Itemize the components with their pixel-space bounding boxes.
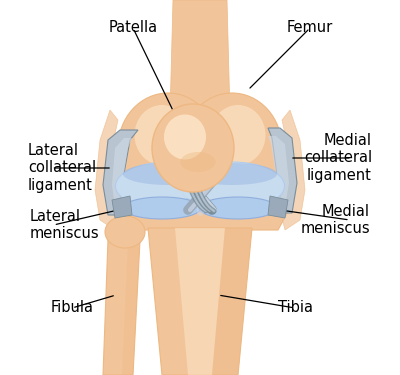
Ellipse shape <box>188 119 212 137</box>
Polygon shape <box>112 138 132 208</box>
Ellipse shape <box>180 152 216 172</box>
Text: Fibula: Fibula <box>50 300 94 315</box>
Polygon shape <box>170 0 230 115</box>
Ellipse shape <box>116 162 220 210</box>
Polygon shape <box>112 196 132 218</box>
Ellipse shape <box>118 93 218 203</box>
Polygon shape <box>268 196 288 218</box>
Ellipse shape <box>199 197 277 219</box>
Ellipse shape <box>180 162 284 210</box>
Ellipse shape <box>210 105 266 165</box>
Polygon shape <box>95 110 120 230</box>
Ellipse shape <box>123 197 201 219</box>
Ellipse shape <box>123 163 213 185</box>
Text: Tibia: Tibia <box>278 300 312 315</box>
Text: Lateral
meniscus: Lateral meniscus <box>30 209 100 241</box>
Polygon shape <box>110 208 290 230</box>
Text: Medial
meniscus: Medial meniscus <box>300 204 370 236</box>
Polygon shape <box>118 148 282 185</box>
Polygon shape <box>188 130 212 165</box>
Polygon shape <box>148 228 252 375</box>
Text: Lateral
collateral
ligament: Lateral collateral ligament <box>28 143 96 193</box>
Ellipse shape <box>164 114 206 159</box>
Polygon shape <box>212 228 252 375</box>
Ellipse shape <box>152 104 234 192</box>
Polygon shape <box>155 170 245 198</box>
Polygon shape <box>268 128 297 213</box>
Polygon shape <box>280 110 305 230</box>
Polygon shape <box>175 228 225 375</box>
Text: Medial
collateral
ligament: Medial collateral ligament <box>304 133 372 183</box>
Polygon shape <box>268 136 289 207</box>
Text: Patella: Patella <box>108 21 158 36</box>
Text: Femur: Femur <box>287 21 333 36</box>
Ellipse shape <box>105 216 145 248</box>
Polygon shape <box>122 240 140 375</box>
Ellipse shape <box>182 93 282 203</box>
Polygon shape <box>103 240 140 375</box>
Polygon shape <box>103 130 138 215</box>
Ellipse shape <box>187 163 277 185</box>
Ellipse shape <box>134 105 190 165</box>
